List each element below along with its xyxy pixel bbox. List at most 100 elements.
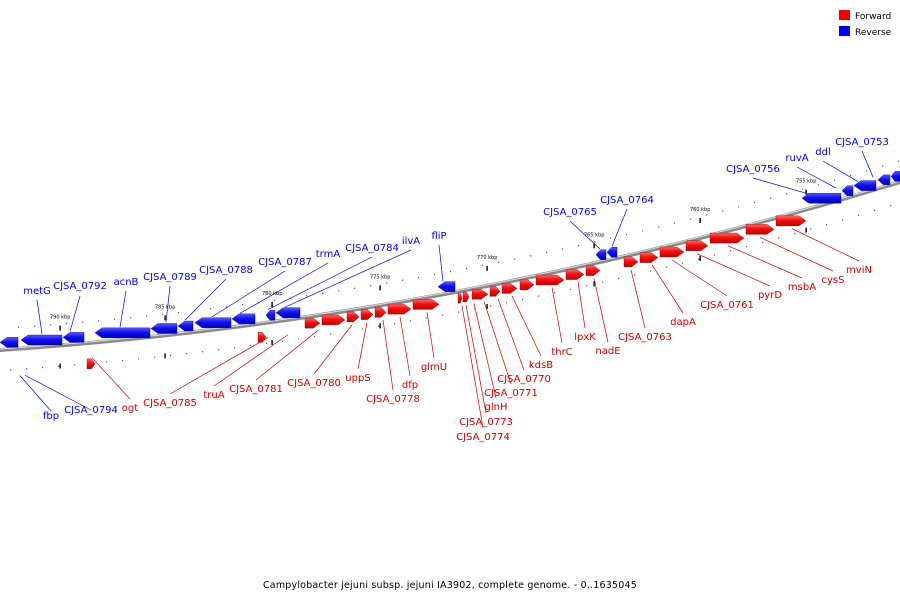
gene-label: dapA: [670, 317, 696, 328]
gene-label: lpxK: [574, 332, 596, 343]
reverse-gene: [877, 174, 891, 186]
gene-label: trmA: [316, 249, 341, 260]
forward-gene: [623, 256, 639, 268]
gene-label: CJSA_0770: [497, 374, 551, 385]
gene-label: kdsB: [529, 360, 553, 371]
gene-label: CJSA_0763: [618, 332, 672, 343]
scale-tick-label: 765 kbp: [584, 232, 604, 238]
gene-label: CJSA_0765: [543, 207, 597, 218]
reverse-gene: [437, 281, 456, 292]
backbone: [0, 180, 900, 352]
scale-tick: [164, 315, 166, 321]
forward-gene: [462, 291, 470, 303]
forward-gene: [585, 265, 601, 276]
gene-label: CJSA_0781: [229, 384, 283, 395]
gene-label: CJSA_0788: [199, 265, 253, 276]
reverse-gene: [606, 247, 618, 258]
scale-tick: [593, 281, 595, 287]
forward-gene: [374, 307, 387, 318]
gene-label: truA: [203, 390, 224, 401]
gene-label: acnB: [114, 277, 139, 288]
gene-label: ruvA: [785, 153, 808, 164]
legend-label-forward: Forward: [855, 12, 891, 22]
legend: Forward Reverse: [839, 10, 892, 38]
forward-gene: [685, 240, 709, 251]
gene-label: CJSA_0756: [726, 164, 780, 175]
gene-label: nadE: [595, 346, 620, 357]
gene-label: mviN: [846, 265, 872, 276]
gene-label: fbp: [43, 411, 59, 422]
gene-label: fliP: [431, 231, 446, 242]
legend-swatch-reverse: [839, 26, 850, 36]
forward-gene: [304, 317, 321, 329]
scale-tick: [486, 265, 488, 271]
gene-label: dfp: [402, 380, 418, 391]
legend-label-reverse: Reverse: [855, 28, 892, 38]
reverse-gene: [595, 249, 607, 260]
genome-caption: Campylobacter jejuni subsp. jejuni IA390…: [263, 580, 637, 591]
forward-gene: [709, 232, 745, 244]
forward-gene: [745, 224, 775, 235]
reverse-gene: [150, 323, 178, 334]
forward-gene: [86, 358, 96, 370]
gene-label: CJSA_0764: [600, 195, 654, 206]
forward-gene: [412, 299, 440, 310]
forward-gene: [321, 314, 346, 326]
scale-tick: [379, 323, 381, 329]
gene-label: CJSA_0794: [64, 405, 118, 416]
scale-tick: [164, 353, 166, 359]
forward-gene: [639, 252, 659, 263]
forward-gene: [489, 286, 501, 297]
scale-tick-label: 755 kbp: [796, 179, 816, 185]
gene-label: glnH: [485, 402, 508, 413]
gene-label: CJSA_0761: [700, 300, 754, 311]
reverse-gene: [841, 185, 854, 196]
gene-label: CJSA_0787: [258, 257, 312, 268]
scale-tick: [59, 363, 61, 369]
gene-label: CJSA_0774: [456, 432, 510, 443]
scale-tick-label: 780 kbp: [262, 291, 282, 297]
gene-label: CJSA_0773: [459, 417, 513, 428]
gene-label: ogt: [122, 403, 138, 414]
scale-tick: [593, 243, 595, 249]
reverse-gene: [94, 327, 151, 339]
gene-label: cysS: [822, 275, 845, 286]
reverse-gene: [177, 320, 194, 332]
scale-tick-label: 770 kbp: [477, 255, 497, 261]
reverse-gene: [20, 334, 63, 346]
gene-label: glmU: [421, 362, 447, 373]
forward-gene: [257, 332, 267, 343]
scale-tick: [379, 285, 381, 291]
reverse-gene: [265, 310, 276, 321]
gene-label: CJSA_0789: [143, 272, 197, 283]
gene-label: CJSA_0771: [484, 388, 538, 399]
scale-tick: [805, 189, 807, 195]
gene-label: CJSA_0784: [345, 243, 399, 254]
scale-tick: [805, 227, 807, 233]
forward-gene: [535, 274, 565, 286]
forward-gene: [659, 246, 685, 258]
reverse-gene: [890, 171, 900, 182]
forward-gene: [387, 303, 412, 315]
forward-gene: [346, 311, 360, 323]
forward-gene: [471, 289, 489, 300]
reverse-gene: [231, 313, 256, 325]
scale-tick: [59, 325, 61, 331]
reverse-gene: [801, 193, 842, 204]
scale-tick: [699, 218, 701, 223]
gene-label: pyrD: [758, 290, 782, 301]
forward-gene: [775, 215, 807, 227]
gene-label: ilvA: [402, 236, 420, 247]
reverse-gene: [853, 180, 877, 191]
tick-dots: [10, 160, 900, 371]
forward-gene: [519, 279, 535, 291]
scale-tick-label: 790 kbp: [50, 315, 70, 321]
reverse-gene: [62, 332, 85, 343]
genes: [0, 171, 900, 370]
scale-tick-label: 760 kbp: [690, 207, 710, 213]
forward-gene: [565, 269, 585, 280]
reverse-gene: [194, 317, 232, 328]
